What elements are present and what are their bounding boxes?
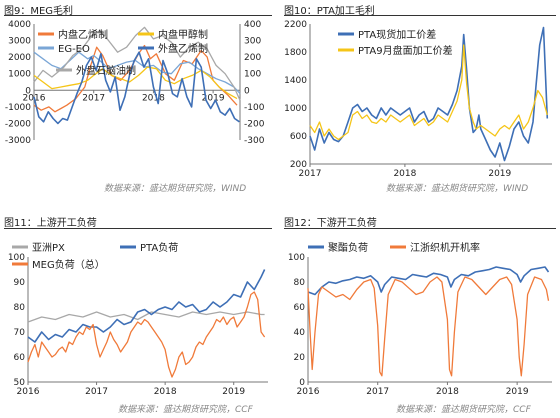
y-tick-label: 1000 xyxy=(284,104,307,114)
x-tick-label: 2018 xyxy=(393,169,416,179)
series-line xyxy=(33,51,240,125)
x-tick-label: 2019 xyxy=(222,387,245,397)
y-tick-label: 80 xyxy=(14,303,26,313)
legend-label: EG-EO xyxy=(58,44,90,55)
x-tick-label: 2017 xyxy=(299,169,322,179)
y-tick-label: 0 xyxy=(25,86,31,96)
y2-tick-label: 200 xyxy=(244,53,261,63)
panel3-title-rule xyxy=(4,228,272,229)
y2-tick-label: 400 xyxy=(244,20,261,30)
legend-label: 聚酯负荷 xyxy=(328,241,368,254)
y2-tick-label: 0 xyxy=(244,86,250,96)
y-tick-label: 70 xyxy=(14,328,26,338)
x-tick-label: 2019 xyxy=(506,387,529,397)
y-tick-label: 100 xyxy=(288,253,305,263)
legend-label: 江浙织机开机率 xyxy=(410,241,480,254)
y-tick-label: 0 xyxy=(299,378,305,388)
panel1-title-rule xyxy=(4,15,272,16)
panel4-chart: 0 20 40 60 80 100 2016 2017 2018 2019 聚酯负荷 江浙织机开机率 xyxy=(288,241,552,397)
panel2-title: 图10：PTA加工毛利 xyxy=(284,6,375,17)
x-tick-label: 2018 xyxy=(142,93,165,103)
y-tick-label: 90 xyxy=(14,278,26,288)
panel3-chart: 50 60 70 80 90 100 2016 2017 2018 2019 亚洲PX PTA负荷 ME… xyxy=(8,241,268,397)
x-tick-label: 2017 xyxy=(85,387,108,397)
series-line xyxy=(307,266,550,296)
y2-tick-label: 100 xyxy=(244,70,261,80)
panel3-title: 图11：上游开工负荷 xyxy=(4,218,97,229)
y-tick-label: 20 xyxy=(294,353,306,363)
y-tick-label: 2200 xyxy=(284,20,307,30)
legend-label: MEG负荷（总） xyxy=(32,258,105,271)
y2-tick-label: -300 xyxy=(244,136,265,146)
x-tick-label: 2018 xyxy=(436,387,459,397)
legend-label: 内盘甲醇制 xyxy=(158,28,208,41)
series-line xyxy=(309,26,549,162)
series-line xyxy=(27,291,266,378)
x-tick-label: 2017 xyxy=(82,93,105,103)
y-tick-label: -3000 xyxy=(5,136,31,146)
panel2-title-rule xyxy=(284,15,556,16)
legend-label: PTA现货加工价差 xyxy=(358,28,436,41)
y-tick-label: 1000 xyxy=(8,70,31,80)
series-line xyxy=(307,276,550,377)
legend-label: 外盘乙烯制 xyxy=(158,42,208,55)
panel2-chart: 200 600 1000 1400 1800 2200 2017 2018 2019 PTA现货加… xyxy=(284,20,552,179)
panel1-chart: -3000-2000-100001000200030004000-300-200… xyxy=(5,20,265,146)
legend-label: 内盘乙烯制 xyxy=(58,28,108,41)
legend-label: PTA负荷 xyxy=(140,241,178,254)
panel4-title-rule xyxy=(284,228,556,229)
x-tick-label: 2019 xyxy=(202,93,225,103)
y-tick-label: 4000 xyxy=(8,20,31,30)
y-tick-label: 2000 xyxy=(8,53,31,63)
y-tick-label: 1400 xyxy=(284,76,307,86)
panel1-title: 图9：MEG毛利 xyxy=(4,6,74,17)
y-tick-label: 40 xyxy=(294,328,306,338)
legend-label: PTA9月盘面加工价差 xyxy=(358,44,453,57)
y2-tick-label: -200 xyxy=(244,119,265,129)
series-line xyxy=(33,26,241,101)
y-tick-label: 80 xyxy=(294,278,306,288)
series-line xyxy=(33,51,241,95)
panel2-source: 数据来源：盛达期货研究院，WIND xyxy=(386,184,529,194)
series-line xyxy=(33,66,238,100)
y-tick-label: 1800 xyxy=(284,48,307,58)
series-line xyxy=(309,44,548,141)
y-tick-label: 3000 xyxy=(8,37,31,47)
y-tick-label: -2000 xyxy=(5,119,31,129)
x-tick-label: 2016 xyxy=(17,387,40,397)
legend-label: 外盘石脑油制 xyxy=(76,64,136,77)
y-tick-label: 50 xyxy=(14,378,26,388)
x-tick-label: 2017 xyxy=(366,387,389,397)
y-tick-label: 60 xyxy=(14,353,26,363)
panel1-source: 数据来源：盛达期货研究院，WIND xyxy=(104,184,247,194)
y-tick-label: 200 xyxy=(290,160,307,170)
y-tick-label: 60 xyxy=(294,303,306,313)
y-tick-label: -1000 xyxy=(5,103,31,113)
legend-label: 亚洲PX xyxy=(32,242,65,254)
y2-tick-label: 300 xyxy=(244,37,261,47)
x-tick-label: 2018 xyxy=(154,387,177,397)
y2-tick-label: -100 xyxy=(244,103,265,113)
y-tick-label: 600 xyxy=(290,132,307,142)
panel4-source: 数据来源：盛达期货研究院，CCF xyxy=(396,405,531,415)
panel3-source: 数据来源：盛达期货研究院，CCF xyxy=(118,405,253,415)
x-tick-label: 2019 xyxy=(488,169,511,179)
y-tick-label: 100 xyxy=(8,253,25,263)
series-line xyxy=(27,269,266,343)
series-line xyxy=(27,311,265,323)
x-tick-label: 2016 xyxy=(297,387,320,397)
panel4-title: 图12：下游开工负荷 xyxy=(284,218,377,229)
